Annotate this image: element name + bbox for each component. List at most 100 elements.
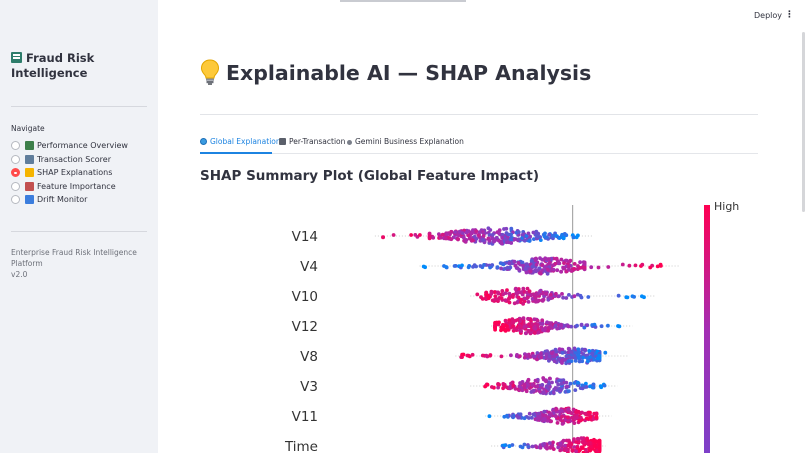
shap-point xyxy=(427,235,432,239)
shap-point xyxy=(581,450,586,453)
feature-label: V12 xyxy=(292,319,318,335)
shap-point xyxy=(484,353,489,358)
shap-point xyxy=(526,316,530,321)
shap-point xyxy=(503,298,508,303)
shap-point xyxy=(572,421,577,425)
shap-point xyxy=(575,292,580,297)
shap-point xyxy=(564,296,569,300)
shap-point xyxy=(565,384,569,389)
shap-point xyxy=(576,350,581,354)
shap-point xyxy=(521,316,526,320)
sidebar-divider xyxy=(11,106,147,107)
shap-point xyxy=(533,331,537,335)
shap-point xyxy=(409,233,413,237)
shap-point xyxy=(625,295,630,300)
shap-point xyxy=(487,238,492,243)
shap-point xyxy=(586,359,590,364)
shap-point xyxy=(551,390,556,395)
shap-point xyxy=(481,233,486,238)
shap-point xyxy=(547,322,552,326)
shap-point xyxy=(510,414,515,419)
shap-point xyxy=(606,265,611,269)
shap-point xyxy=(642,295,646,300)
shap-point xyxy=(559,257,564,262)
shap-point xyxy=(566,407,571,412)
shap-point xyxy=(560,422,565,426)
shap-point xyxy=(560,232,564,237)
sidebar-item-shap-explanations[interactable]: SHAP Explanations xyxy=(11,166,128,180)
shap-point xyxy=(554,407,559,412)
shap-point xyxy=(535,268,540,272)
shap-point xyxy=(500,289,505,293)
shap-point xyxy=(575,323,579,328)
deploy-button[interactable]: Deploy xyxy=(754,11,783,20)
shap-point xyxy=(530,264,535,269)
shap-point xyxy=(520,233,525,237)
shap-point xyxy=(507,261,511,266)
shap-point xyxy=(606,323,610,328)
shap-point xyxy=(496,385,500,390)
shap-point xyxy=(525,262,529,266)
shap-point xyxy=(516,230,521,235)
sidebar-item-transaction-scorer[interactable]: Transaction Scorer xyxy=(11,153,128,167)
shap-point xyxy=(581,383,585,388)
shap-point xyxy=(574,440,579,444)
radio-button[interactable] xyxy=(11,195,20,205)
shap-point xyxy=(583,347,587,352)
shap-point xyxy=(566,389,570,394)
shap-point xyxy=(579,322,584,327)
shap-point xyxy=(568,258,573,263)
shap-point xyxy=(598,384,603,388)
main-menu-button[interactable]: ⋮ xyxy=(785,10,794,20)
shap-point xyxy=(557,347,562,351)
title-divider xyxy=(200,114,758,115)
globe-icon xyxy=(200,138,207,145)
shap-point xyxy=(421,264,426,269)
shap-point xyxy=(490,385,494,389)
shap-point xyxy=(543,231,547,236)
shap-point xyxy=(534,229,539,234)
shap-point xyxy=(507,296,511,301)
shap-point xyxy=(616,293,621,298)
shap-point xyxy=(547,260,552,265)
shap-point xyxy=(590,351,595,356)
tab-per-transaction[interactable]: Per-Transaction xyxy=(279,137,345,146)
scrollbar[interactable] xyxy=(802,32,805,212)
shap-point xyxy=(543,327,548,331)
tab-global-explanation[interactable]: Global Explanation xyxy=(200,137,281,146)
shap-point xyxy=(533,257,538,261)
sidebar-item-label: SHAP Explanations xyxy=(37,168,113,178)
shap-point xyxy=(517,325,522,330)
sidebar-item-feature-importance[interactable]: Feature Importance xyxy=(11,180,128,194)
shap-point xyxy=(456,237,460,241)
shap-point xyxy=(515,353,519,357)
feature-label: V4 xyxy=(300,259,318,275)
shap-point xyxy=(550,233,555,238)
sidebar-item-label: Transaction Scorer xyxy=(37,154,112,164)
tab-gemini-business-explanation[interactable]: Gemini Business Explanation xyxy=(347,137,464,146)
shap-point xyxy=(551,440,555,445)
shap-point xyxy=(503,329,508,333)
status-bar-indicator xyxy=(340,0,466,2)
page-title: Explainable AI — SHAP Analysis xyxy=(200,59,591,85)
sidebar-item-drift-monitor[interactable]: Drift Monitor xyxy=(11,193,128,207)
shap-point xyxy=(530,444,535,449)
shap-point xyxy=(516,261,521,265)
shap-point xyxy=(440,232,445,237)
shap-point xyxy=(504,231,509,235)
shap-point xyxy=(571,235,576,240)
shap-point xyxy=(575,436,580,441)
radio-button[interactable] xyxy=(11,141,20,151)
radio-button[interactable] xyxy=(11,154,20,164)
shap-point xyxy=(509,381,513,386)
shap-point xyxy=(561,235,566,240)
shap-point xyxy=(578,260,582,265)
shap-point xyxy=(560,361,564,365)
radio-button[interactable] xyxy=(11,168,20,178)
sidebar-item-performance-overview[interactable]: Performance Overview xyxy=(11,139,128,153)
shap-point xyxy=(546,328,550,333)
shap-point xyxy=(538,445,543,450)
radio-button[interactable] xyxy=(11,181,20,191)
shap-point xyxy=(576,380,580,385)
shap-point xyxy=(655,264,660,269)
